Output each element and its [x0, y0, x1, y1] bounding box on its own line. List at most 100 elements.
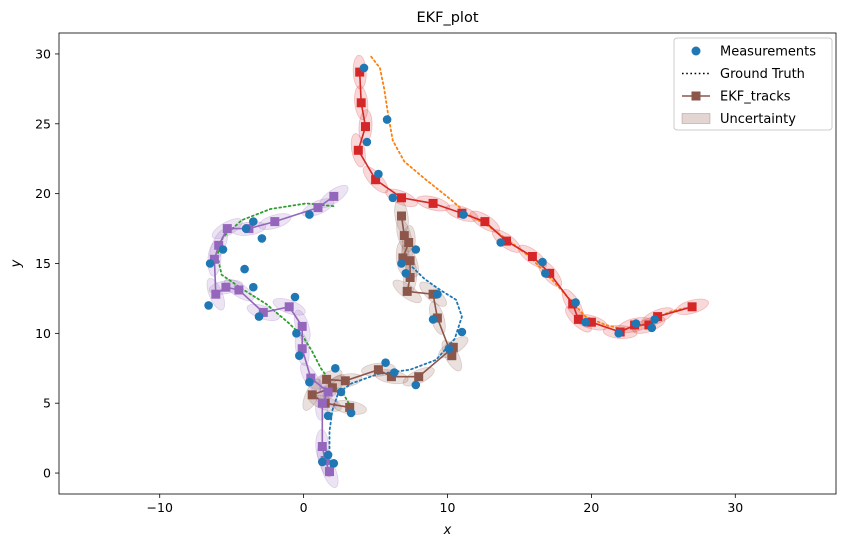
measurement-point — [538, 257, 547, 267]
measurement-point — [433, 289, 442, 299]
ekf-track-marker — [317, 398, 327, 408]
legend-box — [673, 37, 833, 131]
legend-label-measurements: Measurements — [720, 45, 816, 60]
measurement-point — [614, 329, 623, 338]
x-tick-label: 20 — [583, 500, 599, 515]
measurements-layer — [204, 63, 659, 468]
y-axis-ticks: 0 5 10 15 20 25 30 — [35, 46, 59, 481]
ekf-track-marker — [323, 387, 333, 397]
ekf-track-marker — [397, 211, 406, 221]
x-axis-label: x — [443, 523, 452, 538]
ekf-track-marker — [317, 442, 327, 451]
ekf-track-marker — [258, 307, 268, 317]
x-axis-ticks: −10 0 10 20 30 — [147, 494, 743, 515]
ekf-track-marker — [586, 317, 596, 327]
y-tick-label: 15 — [35, 256, 51, 271]
legend-ekf-tracks-marker — [691, 91, 701, 101]
ekf-track-marker — [221, 282, 231, 292]
measurement-point — [541, 269, 550, 278]
ekf-track-marker — [447, 351, 457, 361]
ekf-track-marker — [386, 372, 396, 382]
measurement-point — [241, 224, 251, 233]
ekf-track-marker — [325, 467, 334, 477]
ekf-track-marker — [353, 145, 363, 155]
ekf-track-marker — [432, 313, 442, 323]
ekf-track-marker — [307, 390, 317, 400]
measurement-point — [295, 351, 304, 361]
legend-label-ekf-tracks: EKF_tracks — [720, 90, 791, 105]
ekf-track-marker — [345, 402, 355, 412]
measurement-point — [374, 169, 383, 179]
ekf-track-marker — [297, 344, 307, 354]
ground-truth-line — [328, 265, 463, 469]
measurement-point — [336, 387, 346, 397]
measurement-point — [631, 319, 641, 328]
ekf-track-marker — [527, 252, 537, 261]
measurement-point — [323, 411, 333, 421]
y-tick-label: 10 — [35, 326, 51, 341]
y-axis-label: y — [9, 259, 24, 268]
measurement-point — [457, 327, 467, 337]
measurement-point — [581, 317, 590, 327]
measurement-point — [647, 323, 657, 333]
y-tick-label: 30 — [35, 46, 51, 61]
legend: Measurements Ground Truth EKF_tracks Unc… — [673, 37, 833, 131]
y-tick-label: 0 — [43, 466, 51, 481]
ekf-track-marker — [399, 231, 409, 241]
ekf-track-marker — [687, 302, 697, 312]
ekf-track-marker — [355, 67, 365, 77]
x-tick-label: 30 — [727, 500, 743, 515]
ekf-track-marker — [234, 285, 244, 295]
ekf-track-marker — [209, 254, 219, 264]
measurement-point — [305, 210, 314, 219]
measurement-point — [650, 315, 659, 324]
measurement-point — [411, 245, 421, 254]
measurement-point — [382, 115, 392, 124]
ekf-track-marker — [402, 286, 412, 296]
ekf-track-marker — [404, 238, 414, 247]
ekf-track-marker — [214, 240, 224, 250]
ekf-track-marker — [545, 268, 555, 278]
ekf-track-marker — [428, 198, 438, 208]
ground-truth-layer — [216, 55, 693, 469]
measurement-point — [459, 210, 468, 219]
legend-label-uncertainty: Uncertainty — [720, 112, 796, 127]
measurement-point — [331, 364, 340, 373]
measurement-point — [323, 450, 333, 460]
measurement-point — [428, 315, 438, 324]
ekf-track-marker — [573, 314, 583, 324]
ekf-track-line — [213, 195, 335, 472]
measurement-point — [381, 358, 390, 368]
y-tick-label: 20 — [35, 186, 51, 201]
measurement-point — [388, 193, 398, 203]
uncertainty-layer — [206, 54, 709, 489]
legend-measurements-marker — [691, 46, 701, 56]
ekf-track-marker — [480, 217, 490, 227]
ekf-track-marker — [211, 289, 221, 299]
chart-title: EKF_plot — [416, 10, 478, 26]
legend-label-ground-truth: Ground Truth — [720, 67, 805, 82]
ekf-track-marker — [405, 256, 415, 266]
ekf-track-marker — [398, 253, 408, 263]
ground-truth-line — [370, 55, 693, 331]
y-tick-label: 5 — [43, 396, 51, 411]
measurement-point — [346, 408, 356, 418]
ekf-track-marker — [270, 217, 280, 227]
ekf-track-marker — [373, 365, 383, 375]
ekf-track-marker — [340, 376, 350, 386]
ekf-tracks-layer — [209, 67, 697, 477]
measurement-point — [411, 380, 421, 390]
measurement-point — [362, 137, 372, 147]
measurement-point — [257, 234, 267, 243]
ekf-track-marker — [297, 321, 307, 331]
x-tick-label: 10 — [440, 500, 456, 515]
measurement-point — [240, 264, 249, 274]
ekf-track-marker — [222, 224, 232, 234]
ekf-track-marker — [371, 175, 381, 185]
ekf-track-marker — [414, 372, 424, 382]
measurement-point — [305, 377, 314, 387]
ekf-track-marker — [397, 193, 406, 203]
x-tick-label: −10 — [147, 500, 173, 515]
